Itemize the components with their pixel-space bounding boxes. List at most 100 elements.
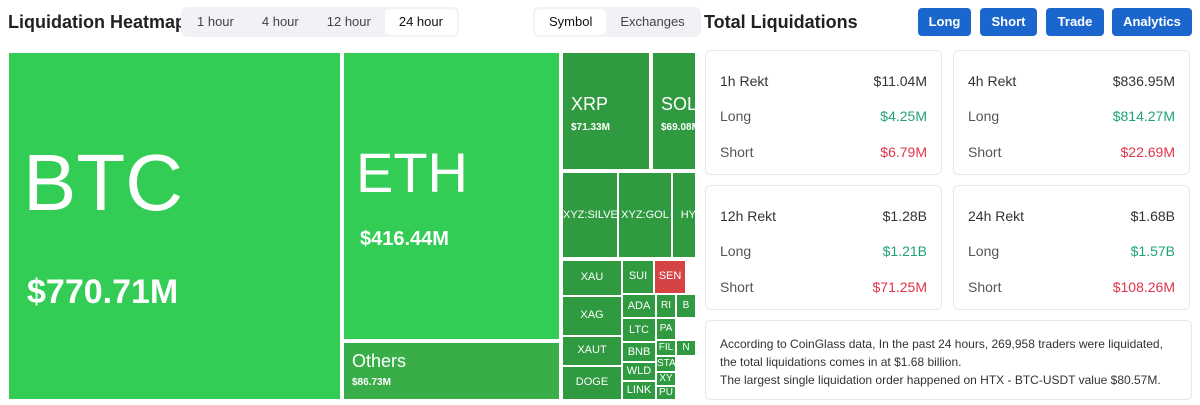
tile-label: DOGE: [575, 376, 609, 388]
button[interactable]: Analytics: [1112, 8, 1192, 36]
tile-label: BTC: [23, 138, 183, 227]
tile[interactable]: ADA: [622, 294, 656, 318]
view-tabs: Symbol Exchanges: [533, 7, 701, 37]
tile[interactable]: XAUT: [562, 336, 622, 366]
label: Short: [720, 144, 754, 160]
tile-label: FIL: [658, 342, 674, 353]
value: $1.57B: [1130, 243, 1175, 259]
tile[interactable]: LINK: [622, 381, 656, 400]
card-row: 4h Rekt $836.95M: [968, 73, 1175, 89]
tile[interactable]: WLD: [622, 362, 656, 381]
tile[interactable]: BTC $770.71M: [8, 52, 341, 400]
tile[interactable]: B: [676, 294, 695, 318]
value: $1.28B: [882, 208, 927, 224]
tile[interactable]: STA: [656, 356, 676, 372]
tile[interactable]: FIL: [656, 340, 676, 356]
card-row: Short $6.79M: [720, 144, 927, 160]
card-row: 24h Rekt $1.68B: [968, 208, 1175, 224]
card-row: Long $1.21B: [720, 243, 927, 259]
tile[interactable]: XRP $71.33M: [562, 52, 650, 170]
label: Long: [968, 108, 1000, 124]
tile-label: SOL: [661, 94, 695, 114]
tile[interactable]: HYP: [672, 172, 695, 258]
tile-label: RI: [661, 300, 671, 311]
tile[interactable]: XY: [656, 372, 676, 386]
button[interactable]: Long: [918, 8, 971, 36]
tile-label: LINK: [626, 384, 652, 396]
tile[interactable]: XAG: [562, 296, 622, 336]
value: $22.69M: [1120, 144, 1175, 160]
tile-value: $71.33M: [571, 122, 610, 133]
tile-label: XAU: [580, 271, 604, 283]
time-tab[interactable]: 1 hour: [197, 14, 234, 29]
label: 4h Rekt: [968, 73, 1017, 89]
note: According to CoinGlass data, In the past…: [705, 320, 1192, 400]
value: $6.79M: [880, 144, 927, 160]
card: 24h Rekt $1.68B Long $1.57B Short $108.26M: [953, 185, 1190, 310]
tile[interactable]: BNB: [622, 342, 656, 362]
tile-label: XRP: [571, 94, 609, 114]
tile-label: ETH: [356, 141, 468, 204]
tile[interactable]: SEN: [654, 260, 686, 294]
tile-label: B: [682, 300, 690, 311]
value: $4.25M: [880, 108, 927, 124]
tile[interactable]: N: [676, 340, 695, 356]
label: Short: [968, 279, 1002, 295]
tile-label: XYZ:GOL: [621, 209, 669, 221]
tile-label: N: [682, 342, 690, 353]
tile-label: BNB: [627, 346, 651, 358]
tile[interactable]: XYZ:GOL: [618, 172, 672, 258]
tile-label: SUI: [628, 270, 648, 282]
card-row: Long $4.25M: [720, 108, 927, 124]
tile[interactable]: SOL $69.08M: [652, 52, 695, 170]
tile-value: $770.71M: [27, 273, 179, 311]
value: $1.68B: [1130, 208, 1175, 224]
button[interactable]: Trade: [1046, 8, 1104, 36]
tile-label: XYZ:SILVE: [563, 209, 618, 221]
tile-label: Others: [352, 351, 407, 371]
view-tab[interactable]: Exchanges: [620, 14, 685, 29]
card: 4h Rekt $836.95M Long $814.27M Short $22.69M: [953, 50, 1190, 175]
card-row: Long $1.57B: [968, 243, 1175, 259]
label: 12h Rekt: [720, 208, 777, 224]
tile[interactable]: PU: [656, 386, 676, 400]
note-line: The largest single liquidation order hap…: [720, 373, 1161, 387]
label: Long: [720, 108, 752, 124]
time-tab[interactable]: 24 hour: [384, 9, 457, 35]
time-tab[interactable]: 12 hour: [326, 14, 371, 29]
tile[interactable]: RI: [656, 294, 676, 318]
label: Short: [968, 144, 1002, 160]
tile[interactable]: XYZ:SILVE: [562, 172, 618, 258]
label: 1h Rekt: [720, 73, 769, 89]
tile[interactable]: SUI: [622, 260, 654, 294]
card: 1h Rekt $11.04M Long $4.25M Short $6.79M: [705, 50, 942, 175]
view-tab[interactable]: Symbol: [535, 9, 607, 35]
tile[interactable]: LTC: [622, 318, 656, 342]
value: $11.04M: [873, 73, 927, 89]
tile-label: WLD: [626, 365, 652, 377]
tile-label: XY: [659, 373, 673, 384]
tile[interactable]: XAU: [562, 260, 622, 296]
label: Long: [968, 243, 1000, 259]
value: $1.21B: [882, 243, 927, 259]
tile-label: ADA: [627, 300, 651, 312]
card-row: Short $108.26M: [968, 279, 1175, 295]
tile[interactable]: Others $86.73M: [343, 342, 560, 400]
heatmap-title: Liquidation Heatmap: [8, 12, 187, 32]
time-tab[interactable]: 4 hour: [261, 14, 299, 29]
card-row: 1h Rekt $11.04M: [720, 73, 927, 89]
card-row: 12h Rekt $1.28B: [720, 208, 927, 224]
tile[interactable]: DOGE: [562, 366, 622, 400]
tile-label: SEN: [658, 270, 682, 282]
tile[interactable]: ETH $416.44M: [343, 52, 560, 340]
tile[interactable]: PA: [656, 318, 676, 340]
tile-label: HYP: [680, 209, 695, 221]
button[interactable]: Short: [980, 8, 1037, 36]
label: 24h Rekt: [968, 208, 1025, 224]
label: Short: [720, 279, 754, 295]
summary-title: Total Liquidations: [704, 12, 858, 32]
value: $108.26M: [1112, 279, 1175, 295]
card-row: Short $22.69M: [968, 144, 1175, 160]
tile-value: $86.73M: [352, 377, 391, 388]
